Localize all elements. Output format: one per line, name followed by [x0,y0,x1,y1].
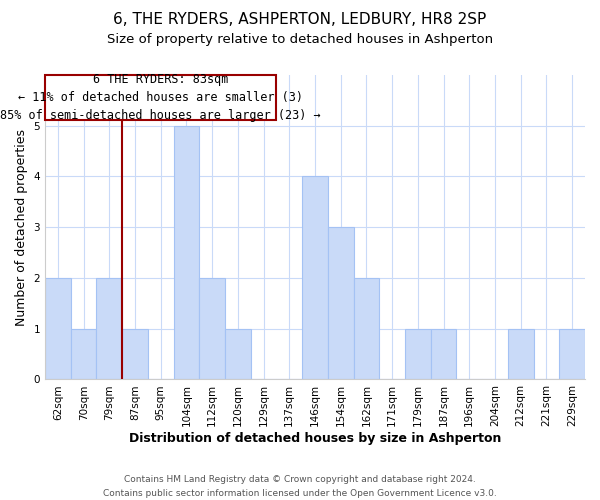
Bar [559,328,585,380]
Text: Size of property relative to detached houses in Ashperton: Size of property relative to detached ho… [107,32,493,46]
Bar [97,278,122,380]
FancyBboxPatch shape [45,75,277,120]
Bar [431,328,457,380]
Text: 6, THE RYDERS, ASHPERTON, LEDBURY, HR8 2SP: 6, THE RYDERS, ASHPERTON, LEDBURY, HR8 2… [113,12,487,28]
Bar [353,278,379,380]
Text: 6 THE RYDERS: 83sqm
← 11% of detached houses are smaller (3)
85% of semi-detache: 6 THE RYDERS: 83sqm ← 11% of detached ho… [1,73,321,122]
Text: Contains HM Land Registry data © Crown copyright and database right 2024.
Contai: Contains HM Land Registry data © Crown c… [103,476,497,498]
Bar [302,176,328,380]
Bar [225,328,251,380]
Bar [122,328,148,380]
Bar [173,126,199,380]
Bar [45,278,71,380]
Bar [405,328,431,380]
X-axis label: Distribution of detached houses by size in Ashperton: Distribution of detached houses by size … [129,432,501,445]
Bar [71,328,97,380]
Bar [199,278,225,380]
Y-axis label: Number of detached properties: Number of detached properties [15,128,28,326]
Bar [328,227,353,380]
Bar [508,328,533,380]
